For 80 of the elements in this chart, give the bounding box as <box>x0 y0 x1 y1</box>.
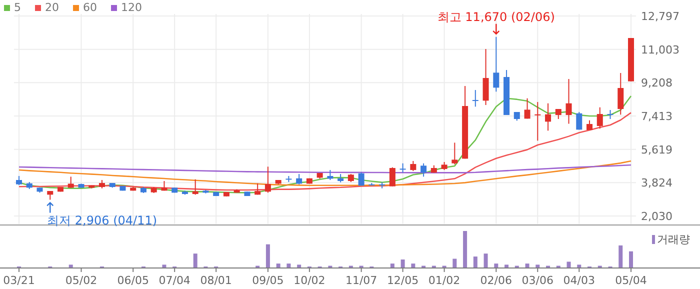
bar <box>536 264 540 268</box>
y-tick-label: 7,413 <box>641 110 672 124</box>
candlestick <box>410 160 416 172</box>
candlestick <box>16 176 22 186</box>
line-series <box>18 112 632 191</box>
candlestick <box>482 48 489 106</box>
candlestick <box>566 78 572 124</box>
candlestick <box>596 106 603 130</box>
bar <box>577 264 582 268</box>
x-tick-label: 09/05 <box>252 274 284 287</box>
x-tick-label: 08/01 <box>200 274 232 287</box>
legend-item: 5 <box>4 1 21 14</box>
line-series <box>18 164 632 174</box>
bar <box>68 264 73 268</box>
annotation: 최고 11,670 (02/06) <box>437 10 555 24</box>
bar <box>297 264 302 268</box>
x-tick-label: 05/02 <box>65 274 98 287</box>
bar <box>473 256 478 268</box>
bar <box>484 254 488 268</box>
legend-label: 20 <box>45 1 59 14</box>
candlestick <box>576 111 582 130</box>
legend-item: 60 <box>73 1 97 14</box>
legend-label: 5 <box>14 1 21 14</box>
candlestick <box>264 166 271 194</box>
legend-label: 120 <box>121 1 142 14</box>
candlestick <box>420 162 427 178</box>
legend-item: 거래량 <box>652 233 690 246</box>
bar <box>494 264 498 268</box>
legend-item: 120 <box>111 1 142 14</box>
candlestick <box>452 142 458 165</box>
bar <box>629 251 633 268</box>
bar <box>566 262 571 268</box>
legend-item: 20 <box>35 1 59 14</box>
candlestick <box>534 102 541 142</box>
x-tick-label: 11/07 <box>345 274 378 287</box>
candlestick <box>545 102 552 132</box>
bar <box>452 258 457 268</box>
candlestick <box>400 162 406 174</box>
x-tick-label: 06/05 <box>117 274 149 287</box>
y-tick-label: 2,030 <box>641 210 672 223</box>
candlestick <box>555 108 562 120</box>
candlestick <box>192 178 198 196</box>
bar <box>504 264 509 268</box>
candlestick <box>358 172 364 186</box>
x-tick-label: 02/06 <box>480 274 512 287</box>
bar <box>162 264 166 268</box>
bar <box>400 259 405 268</box>
bar <box>411 264 416 268</box>
y-tick-label: 11,003 <box>641 43 680 56</box>
candlestick <box>389 166 396 187</box>
candlestick <box>493 36 500 92</box>
x-tick-label: 03/06 <box>522 274 554 287</box>
bar <box>266 244 270 268</box>
bar <box>463 231 468 268</box>
y-tick-label: 5,619 <box>641 143 672 156</box>
candlestick <box>586 120 593 130</box>
candlestick <box>327 170 334 180</box>
bar <box>193 254 198 268</box>
x-tick-label: 05/04 <box>615 274 647 287</box>
candlestick <box>524 98 530 120</box>
y-tick-label: 3,824 <box>641 176 672 190</box>
x-tick-label: 10/02 <box>294 274 326 287</box>
bar <box>390 264 394 268</box>
x-tick-label: 07/04 <box>158 274 190 287</box>
x-tick-label: 04/03 <box>563 274 595 287</box>
bar <box>618 245 623 268</box>
bar <box>276 264 280 268</box>
bar <box>286 264 291 268</box>
y-tick-label: 12,797 <box>641 10 680 23</box>
x-tick-label: 12/05 <box>386 274 419 287</box>
y-tick-label: 9,208 <box>641 76 672 90</box>
x-tick-label: 03/21 <box>3 274 35 287</box>
candlestick <box>618 72 624 116</box>
annotation: 최저 2,906 (04/11) <box>47 214 158 228</box>
bar <box>525 264 530 268</box>
candlestick <box>68 176 74 188</box>
legend-label: 60 <box>83 1 97 14</box>
candlestick <box>472 90 478 108</box>
candlestick <box>296 174 302 185</box>
x-tick-label: 01/02 <box>428 274 460 287</box>
